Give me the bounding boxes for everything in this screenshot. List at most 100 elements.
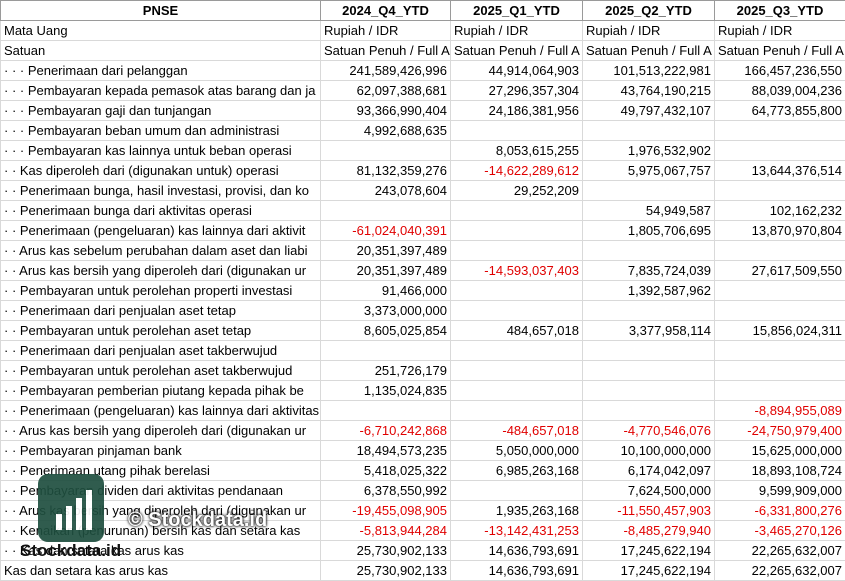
cell: 6,378,550,992 bbox=[320, 480, 451, 501]
row: · · Penerimaan dari penjualan aset tetap… bbox=[0, 300, 845, 321]
row: · · Penerimaan dari penjualan aset takbe… bbox=[0, 340, 845, 361]
cell: 27,617,509,550 bbox=[714, 260, 845, 281]
cell: 6,985,263,168 bbox=[450, 460, 583, 481]
cell bbox=[582, 360, 715, 381]
row: Satuan Satuan Penuh / Full A Satuan Penuh … bbox=[0, 40, 845, 61]
row: Mata Uang Rupiah / IDR Rupiah / IDR Rupiah … bbox=[0, 20, 845, 41]
row: · · Penerimaan utang pihak berelasi 5,418… bbox=[0, 460, 845, 481]
cell: 9,599,909,000 bbox=[714, 480, 845, 501]
cell: 93,366,990,404 bbox=[320, 100, 451, 121]
watermark: © Stockdata.id bbox=[128, 509, 268, 531]
cell: · · Penerimaan dari penjualan aset takbe… bbox=[0, 340, 321, 361]
cell: -24,750,979,400 bbox=[714, 420, 845, 441]
cell: 6,174,042,097 bbox=[582, 460, 715, 481]
row: · · Arus kas bersih yang diperoleh dari … bbox=[0, 420, 845, 441]
cell bbox=[320, 200, 451, 221]
row: · · Penerimaan bunga, hasil investasi, p… bbox=[0, 180, 845, 201]
cell: -484,657,018 bbox=[450, 420, 583, 441]
cell: 25,730,902,133 bbox=[320, 560, 451, 581]
cell bbox=[582, 120, 715, 141]
cell bbox=[320, 400, 451, 421]
cell bbox=[582, 300, 715, 321]
cell: Kas dan setara kas arus kas bbox=[0, 560, 321, 581]
cell bbox=[714, 180, 845, 201]
row: · · Arus kas bersih yang diperoleh dari … bbox=[0, 260, 845, 281]
cell: 18,893,108,724 bbox=[714, 460, 845, 481]
cell bbox=[582, 240, 715, 261]
cell: -8,894,955,089 bbox=[714, 400, 845, 421]
cell: 64,773,855,800 bbox=[714, 100, 845, 121]
row: · · Pembayaran untuk perolehan properti … bbox=[0, 280, 845, 301]
row: · · Pembayaran untuk perolehan aset teta… bbox=[0, 320, 845, 341]
cell: 20,351,397,489 bbox=[320, 260, 451, 281]
row: · · · Pembayaran beban umum dan administ… bbox=[0, 120, 845, 141]
cell: · · Penerimaan (pengeluaran) kas lainnya… bbox=[0, 400, 321, 421]
row: · · Penerimaan (pengeluaran) kas lainnya… bbox=[0, 220, 845, 241]
cell: · · Pembayaran pemberian piutang kepada … bbox=[0, 380, 321, 401]
cell: · · Arus kas bersih yang diperoleh dari … bbox=[0, 420, 321, 441]
cell bbox=[714, 380, 845, 401]
cell bbox=[582, 180, 715, 201]
cell: 15,856,024,311 bbox=[714, 320, 845, 341]
cell: · · · Pembayaran gaji dan tunjangan bbox=[0, 100, 321, 121]
cell bbox=[450, 280, 583, 301]
row: · · Arus kas sebelum perubahan dalam ase… bbox=[0, 240, 845, 261]
cell: 5,418,025,322 bbox=[320, 460, 451, 481]
cell: 2025_Q1_YTD bbox=[450, 0, 583, 21]
cell: -5,813,944,284 bbox=[320, 520, 451, 541]
cell bbox=[714, 280, 845, 301]
cell bbox=[714, 360, 845, 381]
cell: 14,636,793,691 bbox=[450, 540, 583, 561]
cell: · · Kas diperoleh dari (digunakan untuk)… bbox=[0, 160, 321, 181]
cell: -6,710,242,868 bbox=[320, 420, 451, 441]
cell: 3,377,958,114 bbox=[582, 320, 715, 341]
cell: -61,024,040,391 bbox=[320, 220, 451, 241]
cell: · · · Pembayaran kepada pemasok atas bar… bbox=[0, 80, 321, 101]
cell: 24,186,381,956 bbox=[450, 100, 583, 121]
cell: 7,624,500,000 bbox=[582, 480, 715, 501]
row: · · · Penerimaan dari pelanggan 241,589,4… bbox=[0, 60, 845, 81]
cell: · · Penerimaan (pengeluaran) kas lainnya… bbox=[0, 220, 321, 241]
cell bbox=[450, 120, 583, 141]
cell bbox=[450, 480, 583, 501]
cell: Satuan Penuh / Full A bbox=[320, 40, 451, 61]
cell: 25,730,902,133 bbox=[320, 540, 451, 561]
cell: 18,494,573,235 bbox=[320, 440, 451, 461]
cell: 15,625,000,000 bbox=[714, 440, 845, 461]
cell: 2025_Q3_YTD bbox=[714, 0, 845, 21]
cell: -13,142,431,253 bbox=[450, 520, 583, 541]
cell: 2025_Q2_YTD bbox=[582, 0, 715, 21]
cell: 22,265,632,007 bbox=[714, 560, 845, 581]
row: · · Kas diperoleh dari (digunakan untuk)… bbox=[0, 160, 845, 181]
cell: 166,457,236,550 bbox=[714, 60, 845, 81]
row: · · · Pembayaran kas lainnya untuk beban… bbox=[0, 140, 845, 161]
cell: · · Penerimaan dari penjualan aset tetap bbox=[0, 300, 321, 321]
cell bbox=[450, 240, 583, 261]
cell: · · · Pembayaran beban umum dan administ… bbox=[0, 120, 321, 141]
cell bbox=[582, 340, 715, 361]
cell: -4,770,546,076 bbox=[582, 420, 715, 441]
cell: Satuan Penuh / Full A bbox=[450, 40, 583, 61]
cell: Rupiah / IDR bbox=[714, 20, 845, 41]
cell: · · Penerimaan bunga dari aktivitas oper… bbox=[0, 200, 321, 221]
row: · · · Pembayaran kepada pemasok atas bar… bbox=[0, 80, 845, 101]
cell: Mata Uang bbox=[0, 20, 321, 41]
logo-icon bbox=[56, 490, 92, 530]
cell bbox=[320, 140, 451, 161]
cell: 1,976,532,902 bbox=[582, 140, 715, 161]
cell: 4,992,688,635 bbox=[320, 120, 451, 141]
row: · · · Pembayaran gaji dan tunjangan 93,36… bbox=[0, 100, 845, 121]
cell: 10,100,000,000 bbox=[582, 440, 715, 461]
cell: PNSE bbox=[0, 0, 321, 21]
cell: -6,331,800,276 bbox=[714, 500, 845, 521]
cell: 13,870,970,804 bbox=[714, 220, 845, 241]
cell: · · Pembayaran untuk perolehan aset teta… bbox=[0, 320, 321, 341]
cell bbox=[714, 240, 845, 261]
cell: 2024_Q4_YTD bbox=[320, 0, 451, 21]
cell: Satuan Penuh / Full A bbox=[582, 40, 715, 61]
cell: -14,593,037,403 bbox=[450, 260, 583, 281]
cell: 102,162,232 bbox=[714, 200, 845, 221]
row: · · Pembayaran pemberian piutang kepada … bbox=[0, 380, 845, 401]
cell: · · · Pembayaran kas lainnya untuk beban… bbox=[0, 140, 321, 161]
cell bbox=[450, 380, 583, 401]
